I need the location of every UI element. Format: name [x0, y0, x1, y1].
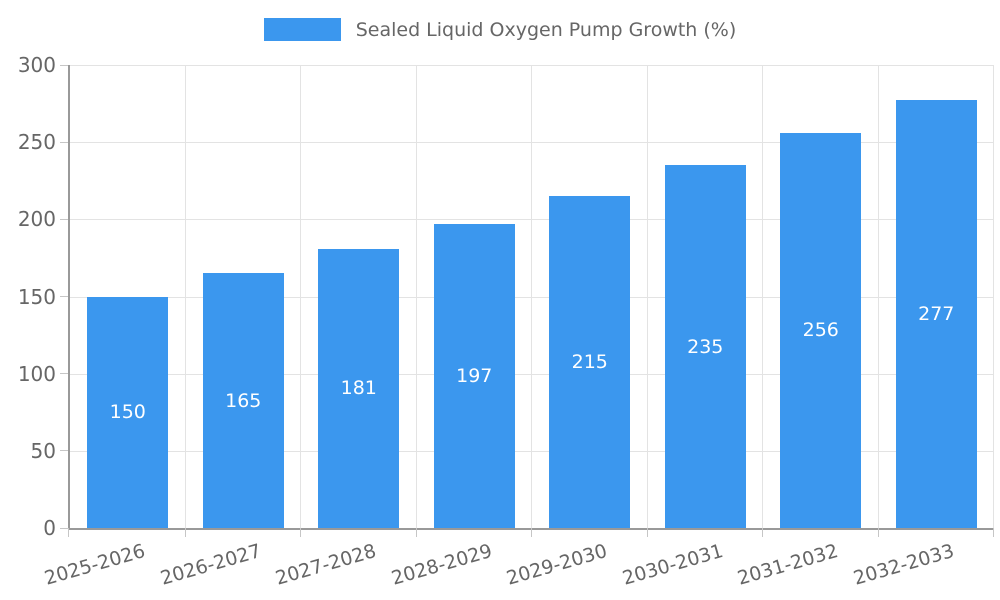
y-gridline [70, 450, 994, 452]
x-tick-mark [646, 528, 648, 537]
bar[interactable]: 215 [549, 196, 631, 528]
x-gridline [762, 65, 763, 528]
bar[interactable]: 277 [895, 100, 977, 528]
y-tick-label: 100 [17, 361, 56, 386]
plot-area: 0 50 100 150 200 250 300 150 2025-2026 165 2026-20… [18, 55, 994, 590]
x-tick-label: 2025-2026 [42, 540, 148, 590]
bar[interactable]: 181 [318, 248, 400, 528]
bar-value-label: 277 [918, 303, 955, 326]
x-tick-mark [877, 528, 879, 537]
bar[interactable]: 165 [202, 273, 284, 528]
x-tick-label: 2031-2032 [735, 540, 841, 590]
bar[interactable]: 150 [87, 296, 169, 528]
bar-value-label: 181 [340, 377, 377, 400]
x-tick-mark [762, 528, 763, 537]
x-tick-label: 2026-2027 [157, 540, 264, 590]
x-tick-label: 2032-2033 [850, 540, 957, 590]
x-gridline [415, 65, 417, 528]
bar[interactable]: 235 [664, 165, 746, 528]
bar-value-label: 215 [571, 351, 608, 374]
x-gridline [993, 65, 994, 528]
y-tick-mark [60, 64, 68, 66]
x-tick-mark [415, 528, 417, 537]
x-gridline [531, 65, 532, 528]
y-gridline [70, 219, 994, 221]
y-tick-label: 0 [43, 516, 56, 540]
y-tick-mark [60, 141, 68, 143]
legend-label: Sealed Liquid Oxygen Pump Growth (%) [355, 18, 737, 41]
bar[interactable]: 256 [780, 132, 862, 528]
y-tick-label: 250 [17, 130, 56, 155]
x-tick-mark [184, 528, 186, 537]
bar-value-label: 150 [109, 401, 146, 424]
bar-value-label: 256 [802, 319, 839, 342]
x-tick-label: 2029-2030 [504, 540, 610, 590]
bar-value-label: 165 [225, 389, 262, 412]
x-tick-label: 2027-2028 [273, 540, 379, 590]
x-tick-label: 2030-2031 [619, 540, 726, 590]
x-gridline [646, 65, 648, 528]
x-gridline [877, 65, 879, 528]
y-gridline [70, 296, 994, 298]
chart-legend[interactable]: Sealed Liquid Oxygen Pump Growth (%) [0, 18, 1000, 41]
bar-value-label: 235 [687, 335, 724, 358]
y-gridline [70, 65, 994, 66]
y-tick-mark [60, 218, 68, 220]
y-tick-label: 150 [17, 284, 56, 309]
x-tick-mark [300, 528, 301, 537]
y-tick-label: 50 [30, 438, 56, 463]
y-tick-label: 300 [17, 53, 56, 77]
bar[interactable]: 197 [433, 223, 515, 528]
x-tick-mark [531, 528, 532, 537]
y-gridline [70, 373, 994, 375]
x-gridline [300, 65, 301, 528]
y-tick-mark [60, 527, 68, 529]
y-tick-label: 200 [17, 207, 56, 232]
y-tick-mark [60, 373, 68, 375]
legend-swatch [263, 18, 341, 41]
x-gridline [184, 65, 186, 528]
y-gridline [70, 142, 994, 144]
bar-value-label: 197 [456, 364, 493, 387]
y-tick-mark [60, 450, 68, 452]
x-tick-label: 2028-2029 [388, 540, 495, 590]
x-tick-mark [993, 528, 994, 537]
x-tick-mark [68, 528, 69, 537]
y-tick-mark [60, 296, 68, 297]
